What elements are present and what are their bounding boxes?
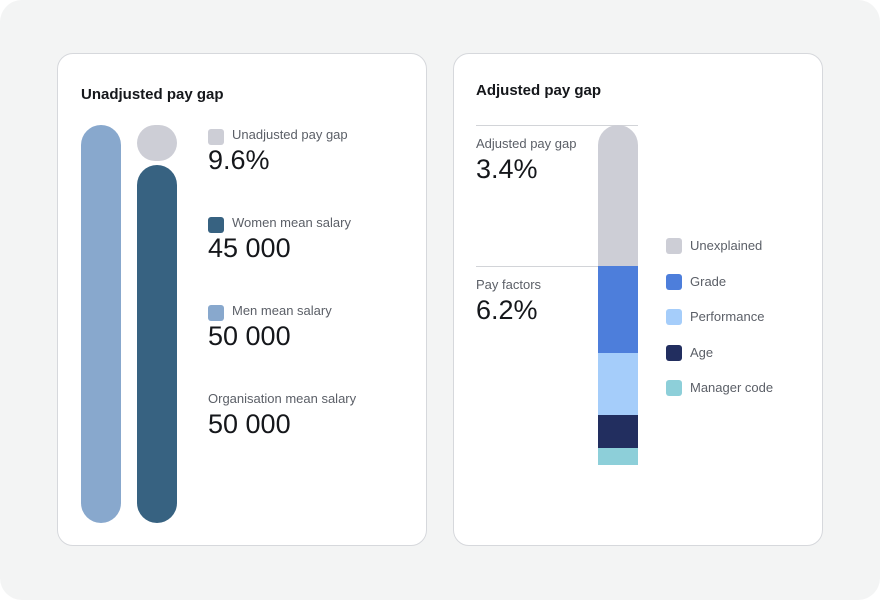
metric-value: 50 000 — [208, 321, 291, 351]
legend-swatch-unadjusted-gap — [208, 129, 224, 145]
segment-manager-code — [598, 448, 638, 465]
adjusted-gap-divider — [476, 125, 638, 126]
pay-factors-block: Pay factors 6.2% — [476, 277, 541, 326]
group-label: Pay factors — [476, 276, 542, 292]
metric-value: 50 000 — [208, 409, 291, 439]
metric-value: 9.6% — [208, 145, 270, 175]
segment-unexplained — [598, 125, 638, 266]
segment-age — [598, 415, 638, 449]
legend-swatch — [666, 238, 682, 254]
metric-label: Unadjusted pay gap — [232, 127, 348, 142]
legend-swatch — [666, 380, 682, 396]
stacked-gap-bar — [598, 125, 638, 523]
legend-swatch — [666, 309, 682, 325]
unadjusted-pay-gap-card: Unadjusted pay gap Unadjusted pay gap 9.… — [57, 53, 427, 546]
legend-swatch — [666, 344, 682, 361]
legend-label: Performance — [690, 309, 765, 324]
metric-label: Women mean salary — [232, 215, 351, 230]
legend-label: Manager code — [690, 380, 774, 395]
card-title: Adjusted pay gap — [476, 82, 602, 99]
metric-label: Organisation mean salary — [208, 391, 357, 406]
card-title: Unadjusted pay gap — [81, 86, 224, 103]
group-value: 3.4% — [476, 154, 538, 184]
segment-performance — [598, 353, 638, 416]
adjusted-pay-gap-card: Adjusted pay gap Adjusted pay gap 3.4% P… — [453, 53, 823, 546]
metric-value: 45 000 — [208, 233, 291, 263]
legend-swatch-men — [208, 305, 224, 321]
men-salary-bar — [81, 125, 121, 523]
pay-gap-bar — [137, 125, 177, 161]
legend-label: Age — [690, 344, 714, 360]
metric-label: Men mean salary — [232, 303, 332, 318]
legend-label: Unexplained — [690, 238, 763, 253]
segment-grade — [598, 265, 638, 354]
women-salary-bar — [137, 164, 177, 523]
legend-label: Grade — [690, 273, 727, 289]
pay-factors-divider — [476, 265, 638, 267]
legend-swatch-women — [208, 217, 224, 233]
adjusted-gap-block: Adjusted pay gap 3.4% — [476, 136, 576, 185]
group-label: Adjusted pay gap — [476, 136, 577, 151]
group-value: 6.2% — [476, 294, 538, 325]
legend-swatch — [666, 273, 682, 290]
